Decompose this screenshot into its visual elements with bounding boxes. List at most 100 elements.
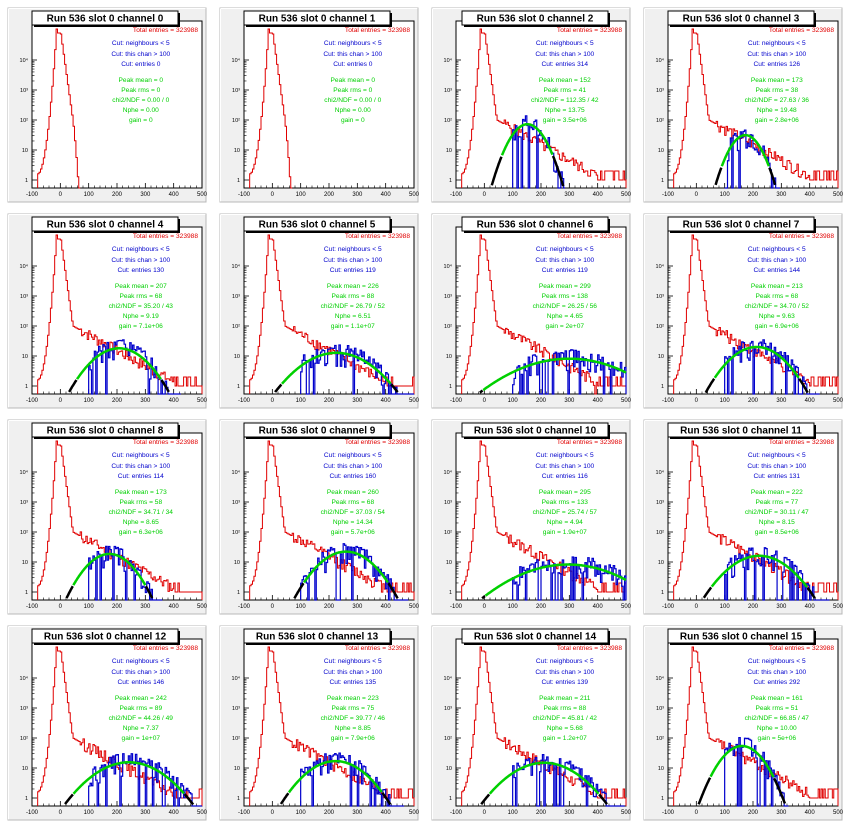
cut-entries-histogram <box>300 752 405 807</box>
stats-line: Peak rms = 138 <box>542 293 589 300</box>
x-tick-label: 500 <box>197 810 208 816</box>
fit-tail-left <box>65 585 74 599</box>
y-tick-label: 10 <box>22 148 28 154</box>
stats-line: chi2/NDF = 26.25 / 56 <box>533 303 598 310</box>
x-tick-label: 200 <box>112 398 123 404</box>
stats-line: Cut: entries 314 <box>542 61 589 68</box>
x-tick-label: 400 <box>805 810 816 816</box>
x-tick-label: 200 <box>536 398 547 404</box>
x-tick-label: 400 <box>381 604 392 610</box>
stats-line: Cut: this chan > 100 <box>323 51 382 58</box>
x-tick-label: -100 <box>26 810 39 816</box>
y-tick-label: 10⁴ <box>444 675 453 682</box>
y-tick-label: 10³ <box>232 294 240 300</box>
x-tick-label: -100 <box>238 604 251 610</box>
stats-line: chi2/NDF = 34.70 / 52 <box>745 303 810 310</box>
gaussian-fit-curve <box>303 550 389 584</box>
x-tick-label: 200 <box>748 810 759 816</box>
x-tick-label: 300 <box>140 192 151 198</box>
y-tick-label: 1 <box>661 590 664 596</box>
stats-line: chi2/NDF = 37.03 / 54 <box>321 509 386 516</box>
stats-line: Nphe = 8.15 <box>759 519 795 526</box>
cut-entries-histogram <box>88 339 181 395</box>
x-tick-label: 200 <box>324 810 335 816</box>
pad-2: -100 0 100 200 300 400 500 1 10 10² 10³ 10⁴ Run 536 … <box>431 7 632 203</box>
x-tick-label: -100 <box>662 604 675 610</box>
gaussian-fit-curve <box>281 351 392 385</box>
y-tick-label: 1 <box>25 796 28 802</box>
x-tick-label: 200 <box>324 604 335 610</box>
y-tick-label: 10 <box>658 766 664 772</box>
gaussian-fit-curve <box>488 761 600 795</box>
y-tick-label: 1 <box>25 384 28 390</box>
cut-entries-histogram <box>724 547 830 601</box>
stats-line: Peak mean = 242 <box>115 695 167 702</box>
x-tick-label: 200 <box>748 398 759 404</box>
title-box <box>31 628 179 644</box>
x-tick-label: 0 <box>695 810 699 816</box>
plot-frame <box>667 432 839 601</box>
x-tick-label: 0 <box>59 192 63 198</box>
stats-line: Peak mean = 0 <box>331 77 376 84</box>
stats-line: Cut: neighbours < 5 <box>324 40 382 47</box>
stats-line: Cut: entries 160 <box>330 473 377 480</box>
x-tick-label: 100 <box>84 604 95 610</box>
chart-title: Run 536 slot 0 channel 0 <box>47 14 164 25</box>
y-tick-label: 10² <box>232 324 240 330</box>
stats-line: Cut: neighbours < 5 <box>748 452 806 459</box>
x-tick-label: 100 <box>508 398 519 404</box>
fit-tail-left <box>279 792 290 805</box>
stats-line: Total entries = 323988 <box>557 233 622 240</box>
stats-line: Peak rms = 41 <box>543 87 586 94</box>
x-tick-label: -100 <box>238 192 251 198</box>
stats-line: Cut: entries 0 <box>333 61 373 68</box>
stats-line: gain = 1e+07 <box>122 735 161 742</box>
stats-line: Nphe = 4.94 <box>547 519 583 526</box>
stats-line: Peak mean = 222 <box>751 489 803 496</box>
stats-line: Total entries = 323988 <box>345 233 410 240</box>
stats-line: Cut: neighbours < 5 <box>536 452 594 459</box>
x-tick-label: 500 <box>621 604 632 610</box>
pad-6: -100 0 100 200 300 400 500 1 10 10² 10³ 10⁴ Run 536 … <box>431 213 632 409</box>
stats-line: Nphe = 19.48 <box>757 107 797 114</box>
chart-title: Run 536 slot 0 channel 6 <box>477 220 594 231</box>
x-tick-label: 100 <box>720 604 731 610</box>
x-tick-label: 400 <box>805 604 816 610</box>
fit-tail-right <box>598 793 608 806</box>
plot-frame <box>455 638 627 807</box>
x-tick-label: 300 <box>564 604 575 610</box>
stats-line: Peak mean = 161 <box>751 695 803 702</box>
pad-3: -100 0 100 200 300 400 500 1 10 10² 10³ 10⁴ Run 536 … <box>643 7 844 203</box>
x-tick-label: 500 <box>197 192 208 198</box>
y-tick-label: 10⁴ <box>232 675 241 682</box>
x-tick-label: -100 <box>450 604 463 610</box>
stats-line: Nphe = 0.00 <box>123 107 159 114</box>
total-entries-histogram <box>37 28 81 189</box>
stats-line: gain = 8.5e+06 <box>755 529 799 536</box>
total-entries-histogram <box>461 440 627 600</box>
stats-line: Peak mean = 295 <box>539 489 591 496</box>
y-tick-label: 10³ <box>444 500 452 506</box>
gaussian-fit-curve <box>76 347 162 380</box>
x-tick-label: -100 <box>238 810 251 816</box>
stats-line: Peak rms = 133 <box>542 499 589 506</box>
fit-tail-left <box>479 389 484 394</box>
pad-14: -100 0 100 200 300 400 500 1 10 10² 10³ 10⁴ Run 536 … <box>431 625 632 821</box>
y-tick-label: 10⁴ <box>20 57 29 64</box>
stats-line: Peak mean = 211 <box>539 695 591 702</box>
stats-line: Total entries = 323988 <box>133 233 198 240</box>
x-tick-label: 200 <box>536 810 547 816</box>
plot-frame <box>31 20 203 189</box>
stats-line: Nphe = 0.00 <box>335 107 371 114</box>
chart-title: Run 536 slot 0 channel 11 <box>680 426 802 437</box>
fit-tail-right <box>773 777 787 804</box>
x-tick-label: 200 <box>112 810 123 816</box>
stats-line: Cut: entries 126 <box>754 61 801 68</box>
pad-4: -100 0 100 200 300 400 500 1 10 10² 10³ 10⁴ Run 536 … <box>7 213 208 409</box>
stats-line: Cut: entries 116 <box>542 473 588 480</box>
plot-frame <box>31 432 203 601</box>
stats-line: Peak mean = 0 <box>119 77 164 84</box>
x-tick-label: -100 <box>662 810 675 816</box>
y-tick-label: 10 <box>446 148 452 154</box>
stats-line: chi2/NDF = 0.00 / 0 <box>324 97 381 104</box>
